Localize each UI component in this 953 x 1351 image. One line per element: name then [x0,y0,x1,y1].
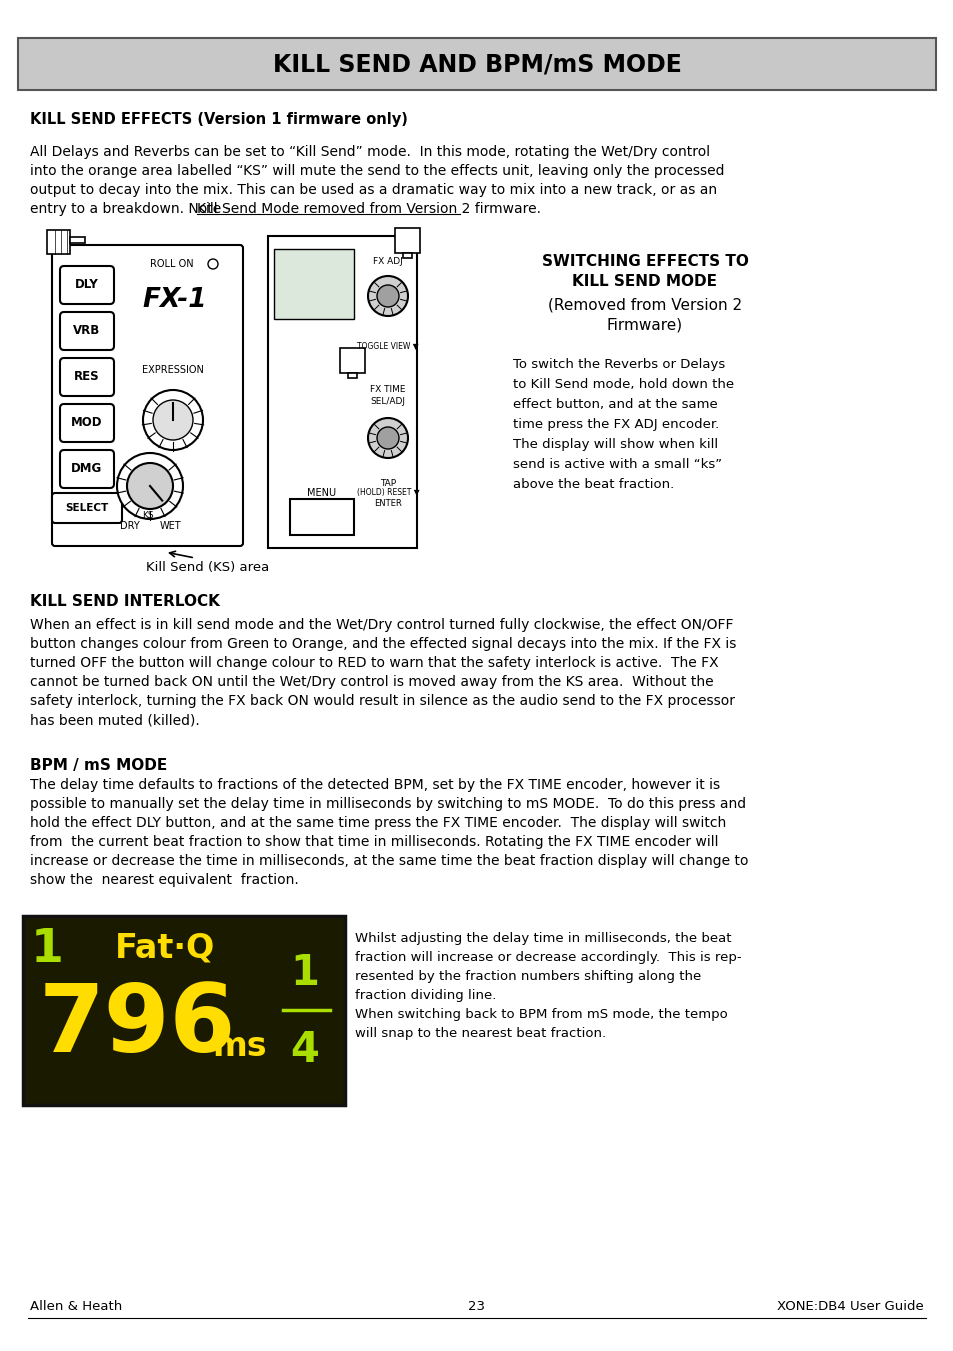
Text: button changes colour from Green to Orange, and the effected signal decays into : button changes colour from Green to Oran… [30,638,736,651]
Text: hold the effect DLY button, and at the same time press the FX TIME encoder.  The: hold the effect DLY button, and at the s… [30,816,725,830]
Polygon shape [348,373,356,378]
Polygon shape [47,230,70,254]
Text: cannot be turned back ON until the Wet/Dry control is moved away from the KS are: cannot be turned back ON until the Wet/D… [30,676,713,689]
Text: The display will show when kill: The display will show when kill [513,438,718,451]
Text: Firmware): Firmware) [606,317,682,332]
Text: increase or decrease the time in milliseconds, at the same time the beat fractio: increase or decrease the time in millise… [30,854,748,867]
FancyBboxPatch shape [52,245,243,546]
Text: All Delays and Reverbs can be set to “Kill Send” mode.  In this mode, rotating t: All Delays and Reverbs can be set to “Ki… [30,145,709,159]
Polygon shape [339,349,365,373]
FancyBboxPatch shape [268,236,416,549]
Text: KILL SEND AND BPM/mS MODE: KILL SEND AND BPM/mS MODE [273,51,680,76]
Circle shape [168,465,178,476]
Text: EXPRESSION: EXPRESSION [142,365,204,376]
Polygon shape [395,228,419,253]
FancyBboxPatch shape [60,450,113,488]
Text: KILL SEND INTERLOCK: KILL SEND INTERLOCK [30,594,219,609]
Text: The delay time defaults to fractions of the detected BPM, set by the FX TIME enc: The delay time defaults to fractions of … [30,778,720,792]
Circle shape [127,463,172,509]
Text: turned OFF the button will change colour to RED to warn that the safety interloc: turned OFF the button will change colour… [30,657,718,670]
Text: will snap to the nearest beat fraction.: will snap to the nearest beat fraction. [355,1027,605,1040]
Text: effect button, and at the same: effect button, and at the same [513,399,717,411]
Text: DMG: DMG [71,462,103,476]
FancyBboxPatch shape [60,358,113,396]
Text: Whilst adjusting the delay time in milliseconds, the beat: Whilst adjusting the delay time in milli… [355,932,731,944]
Text: DRY: DRY [120,521,140,531]
FancyBboxPatch shape [23,916,345,1105]
Text: Fat·Q: Fat·Q [114,931,214,965]
FancyBboxPatch shape [290,499,354,535]
Text: has been muted (killed).: has been muted (killed). [30,713,199,727]
Text: DLY: DLY [75,278,99,292]
Text: possible to manually set the delay time in milliseconds by switching to mS MODE.: possible to manually set the delay time … [30,797,745,811]
Text: into the orange area labelled “KS” will mute the send to the effects unit, leavi: into the orange area labelled “KS” will … [30,163,723,178]
Text: ms: ms [213,1029,267,1062]
Text: SWITCHING EFFECTS TO: SWITCHING EFFECTS TO [541,254,748,269]
Text: FX-1: FX-1 [143,286,207,313]
Text: to Kill Send mode, hold down the: to Kill Send mode, hold down the [513,378,734,390]
Text: When an effect is in kill send mode and the Wet/Dry control turned fully clockwi: When an effect is in kill send mode and … [30,617,733,632]
Circle shape [368,276,408,316]
Text: VRB: VRB [73,324,100,338]
Text: output to decay into the mix. This can be used as a dramatic way to mix into a n: output to decay into the mix. This can b… [30,182,717,197]
Text: Kill Send (KS) area: Kill Send (KS) area [146,561,270,574]
Text: 796: 796 [38,979,235,1071]
FancyBboxPatch shape [60,312,113,350]
Text: ROLL ON: ROLL ON [150,259,193,269]
Polygon shape [70,236,85,243]
Text: 1: 1 [291,952,319,994]
Text: KS: KS [142,512,153,520]
Text: from  the current beat fraction to show that time in milliseconds. Rotating the : from the current beat fraction to show t… [30,835,718,848]
Circle shape [152,400,193,440]
FancyBboxPatch shape [60,404,113,442]
Text: MENU: MENU [307,488,336,499]
Text: KILL SEND MODE: KILL SEND MODE [572,274,717,289]
Text: FX ADJ: FX ADJ [373,258,402,266]
Text: (HOLD) RESET ▼: (HOLD) RESET ▼ [356,489,419,497]
Text: SEL/ADJ: SEL/ADJ [370,396,405,405]
Text: TOGGLE VIEW ▼: TOGGLE VIEW ▼ [356,342,418,350]
Circle shape [376,285,398,307]
Text: 4: 4 [291,1029,319,1071]
Text: send is active with a small “ks”: send is active with a small “ks” [513,458,721,471]
Text: show the  nearest equivalent  fraction.: show the nearest equivalent fraction. [30,873,298,888]
Text: Kill Send Mode removed from Version 2 firmware.: Kill Send Mode removed from Version 2 fi… [197,203,541,216]
Text: TAP: TAP [379,478,395,488]
FancyBboxPatch shape [274,249,354,319]
Text: SELECT: SELECT [66,503,109,513]
Text: entry to a breakdown. Note -: entry to a breakdown. Note - [30,203,239,216]
Circle shape [117,453,183,519]
Text: ENTER: ENTER [374,499,401,508]
Text: KILL SEND EFFECTS (Version 1 firmware only): KILL SEND EFFECTS (Version 1 firmware on… [30,112,408,127]
Text: fraction dividing line.: fraction dividing line. [355,989,496,1002]
Circle shape [143,390,203,450]
Text: FX TIME: FX TIME [370,385,405,394]
Circle shape [368,417,408,458]
Text: BPM / mS MODE: BPM / mS MODE [30,758,167,773]
Text: 23: 23 [468,1300,485,1313]
Text: To switch the Reverbs or Delays: To switch the Reverbs or Delays [513,358,724,372]
Text: Allen & Heath: Allen & Heath [30,1300,122,1313]
Text: 1: 1 [30,928,63,973]
Circle shape [208,259,218,269]
Text: time press the FX ADJ encoder.: time press the FX ADJ encoder. [513,417,719,431]
Text: resented by the fraction numbers shifting along the: resented by the fraction numbers shiftin… [355,970,700,984]
Text: fraction will increase or decrease accordingly.  This is rep-: fraction will increase or decrease accor… [355,951,740,965]
Text: RES: RES [74,370,100,384]
FancyBboxPatch shape [18,38,935,91]
Text: WET: WET [159,521,181,531]
Text: XONE:DB4 User Guide: XONE:DB4 User Guide [777,1300,923,1313]
Circle shape [376,427,398,449]
Text: MOD: MOD [71,416,103,430]
FancyBboxPatch shape [52,493,122,523]
Text: above the beat fraction.: above the beat fraction. [513,478,674,490]
Text: (Removed from Version 2: (Removed from Version 2 [547,297,741,312]
Text: When switching back to BPM from mS mode, the tempo: When switching back to BPM from mS mode,… [355,1008,727,1021]
FancyBboxPatch shape [60,266,113,304]
Text: safety interlock, turning the FX back ON would result in silence as the audio se: safety interlock, turning the FX back ON… [30,694,734,708]
Polygon shape [402,253,412,258]
